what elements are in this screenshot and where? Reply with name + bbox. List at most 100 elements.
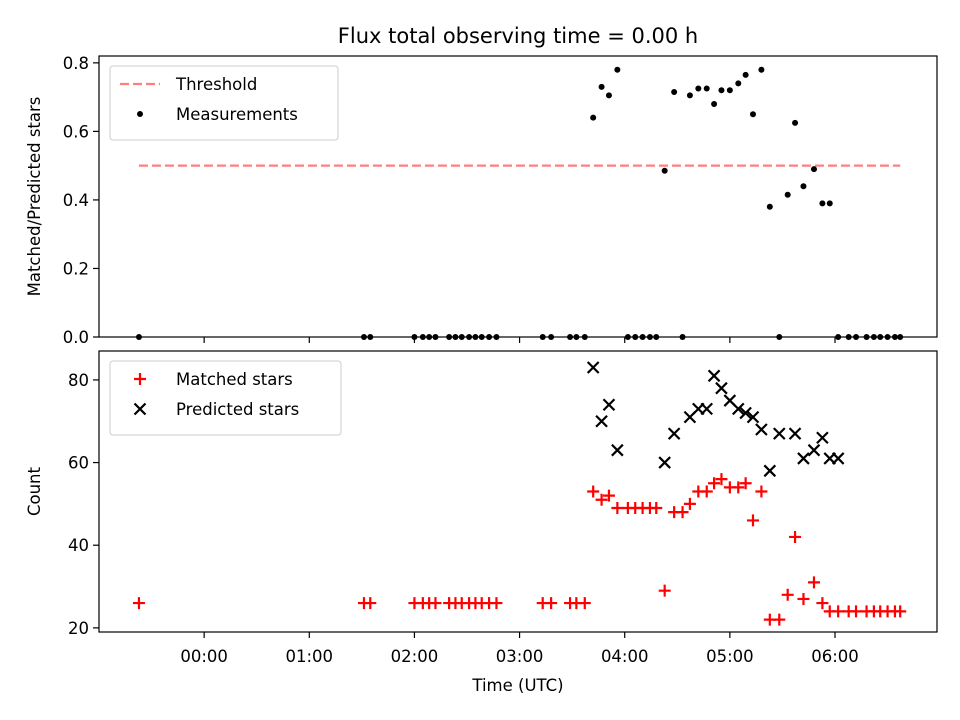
matched-stars-point [781,588,794,601]
y-tick-label: 60 [68,454,89,473]
y-tick-label: 0.6 [63,122,89,141]
predicted-stars-point [746,410,760,424]
matched-stars-point [708,477,721,490]
measurements-point [758,66,765,73]
measurements-point [695,85,702,92]
measurements-point [671,88,678,95]
x-tick-label: 00:00 [180,647,228,666]
matched-stars-point [700,485,713,498]
matched-stars-point [732,481,745,494]
figure-title: Flux total observing time = 0.00 h [338,24,698,48]
y-tick-label: 0.0 [63,328,89,347]
predicted-stars-point [658,456,671,469]
predicted-stars-point [807,443,821,457]
legend-label-threshold: Threshold [175,75,257,94]
matched-stars-point [739,477,752,490]
measurements-point [749,111,756,118]
bottom-panel-counts: 20 40 60 80 00:00 01:00 02:00 03:00 04:00 05:00 06… [25,350,938,695]
legend-marker [137,111,143,117]
predicted-stars-point [667,427,681,440]
predicted-stars-point [788,427,802,440]
matched-stars-point [650,502,663,515]
x-tick-label: 02:00 [391,647,439,666]
matched-stars-point [797,592,810,605]
measurements-point [742,71,749,78]
axes-frame [98,55,938,338]
x-tick-label: 04:00 [601,647,649,666]
matched-stars-point [789,530,802,543]
y-tick-label: 80 [68,371,89,390]
y-tick-label: 40 [68,536,89,555]
matched-stars-point [490,597,503,610]
x-tick-label: 01:00 [286,647,334,666]
predicted-stars-point [700,402,714,416]
measurements-point [605,92,612,99]
measurements-point [735,80,742,87]
predicted-stars-point [595,414,608,428]
y-tick-label: 0.4 [63,191,89,210]
legend-swatch-predicted-stars [133,402,147,416]
predicted-stars-point [707,369,721,383]
measurements-point [826,200,833,207]
legend-label-measurements: Measurements [176,105,298,124]
measurements-point [819,200,826,207]
matched-stars-point [832,605,845,618]
measurements-point [590,114,597,121]
measurements-point [810,166,817,173]
predicted-stars-point [816,431,829,445]
predicted-stars-point [586,361,600,374]
predicted-stars-point [739,406,752,420]
matched-stars-point [578,597,591,610]
matched-stars-point [602,489,615,502]
matched-stars-point [773,613,786,626]
x-tick-label: 06:00 [811,647,859,666]
measurements-point [703,85,710,92]
matched-stars-point [658,584,671,597]
y-tick-label: 20 [68,619,89,638]
y-tick-label: 0.8 [63,54,89,73]
measurements-point [800,183,807,190]
matched-stars-point [364,597,377,610]
legend-swatch-matched-stars [134,373,146,385]
legend-frame [109,360,342,436]
measurements-point [718,87,725,94]
x-tick-label: 03:00 [496,647,544,666]
matched-stars-point [816,597,829,610]
matched-stars-point [894,605,907,618]
matched-stars-point [850,605,863,618]
legend-marker [133,402,147,416]
legend: Matched stars Predicted stars [109,360,342,436]
matched-stars-point [611,502,624,515]
y-axis-label: Matched/Predicted stars [25,97,44,297]
x-tick-label: 05:00 [706,647,754,666]
measurements-point [784,191,791,198]
predicted-stars-point [797,452,810,465]
matched-stars-point [755,485,768,498]
measurements-point [686,92,693,99]
measurements-point [661,167,668,174]
predicted-stars-point [731,402,745,416]
matched-stars-point [746,514,759,527]
measurements-point [792,119,799,126]
legend-marker [134,373,146,385]
y-tick-label: 0.2 [63,259,89,278]
matched-stars-point [587,485,600,498]
matched-stars-point [715,473,728,486]
legend: Threshold Measurements [109,65,339,141]
y-axis-label: Count [25,466,44,516]
predicted-stars-point [763,464,777,478]
predicted-stars-point [715,381,728,395]
legend-label-predicted-stars: Predicted stars [176,400,299,419]
x-axis-label: Time (UTC) [471,676,563,695]
matched-stars-point [676,506,689,519]
legend-swatch-measurements [137,111,143,117]
matched-stars-point [807,576,820,589]
predicted-stars-point [755,423,768,436]
top-panel-matched-ratio: 0.0 0.2 0.4 0.6 0.8 Matched/Predicted stars Th… [25,54,938,347]
measurements-point [598,83,605,90]
legend-frame [109,65,339,141]
matched-stars-point [429,597,442,610]
measurements-point [711,100,718,107]
predicted-stars-point [602,398,616,411]
